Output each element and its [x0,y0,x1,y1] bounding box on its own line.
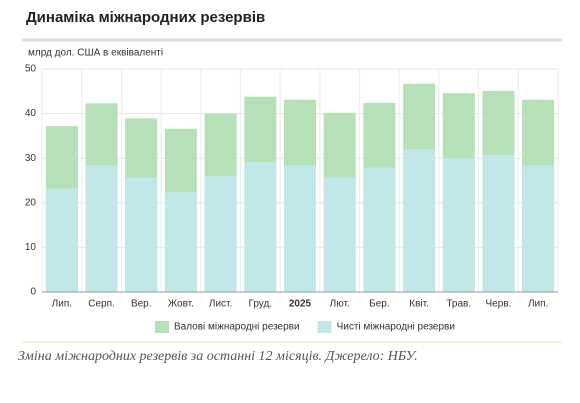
x-tick-label: Лют. [330,299,350,310]
legend-swatch [155,321,169,333]
legend-label: Чисті міжнародні резерви [337,322,455,333]
y-tick-label: 20 [25,197,37,208]
bar [164,192,197,292]
x-tick-label: Лип. [52,299,72,310]
chart-title: Динаміка міжнародних резервів [26,9,265,26]
x-tick-label: Лист. [209,299,232,310]
x-tick-label: Бер. [369,299,389,310]
bar [482,155,515,292]
axis-unit: млрд дол. США в еквіваленті [28,48,163,59]
x-tick-label: Лип. [528,299,548,310]
y-tick-label: 40 [25,108,37,119]
legend-swatch [317,321,332,333]
y-tick-label: 30 [25,153,37,164]
caption: Зміна міжнародних резервів за останні 12… [18,349,418,364]
bar [363,167,396,292]
bar [403,149,436,292]
bar [204,176,237,292]
x-tick-label: Квіт. [409,299,429,310]
x-tick-label: Жовт. [168,299,194,310]
bar [244,162,277,292]
x-tick-label: Трав. [446,299,471,310]
bar [522,165,555,292]
bar [85,165,118,292]
legend-label: Валові міжнародні резерви [174,322,300,333]
x-tick-label: Серп. [88,299,115,310]
y-tick-label: 50 [25,64,37,75]
bar [125,177,158,292]
bar [323,177,356,292]
y-tick-label: 0 [30,287,36,298]
x-tick-label: Вер. [131,299,152,310]
x-tick-label: Черв. [486,299,512,310]
y-tick-label: 10 [25,242,37,253]
bar [45,188,78,292]
bar [284,165,316,292]
bar [442,158,475,292]
x-tick-label: Груд. [249,299,273,310]
x-tick-label: 2025 [289,299,312,310]
